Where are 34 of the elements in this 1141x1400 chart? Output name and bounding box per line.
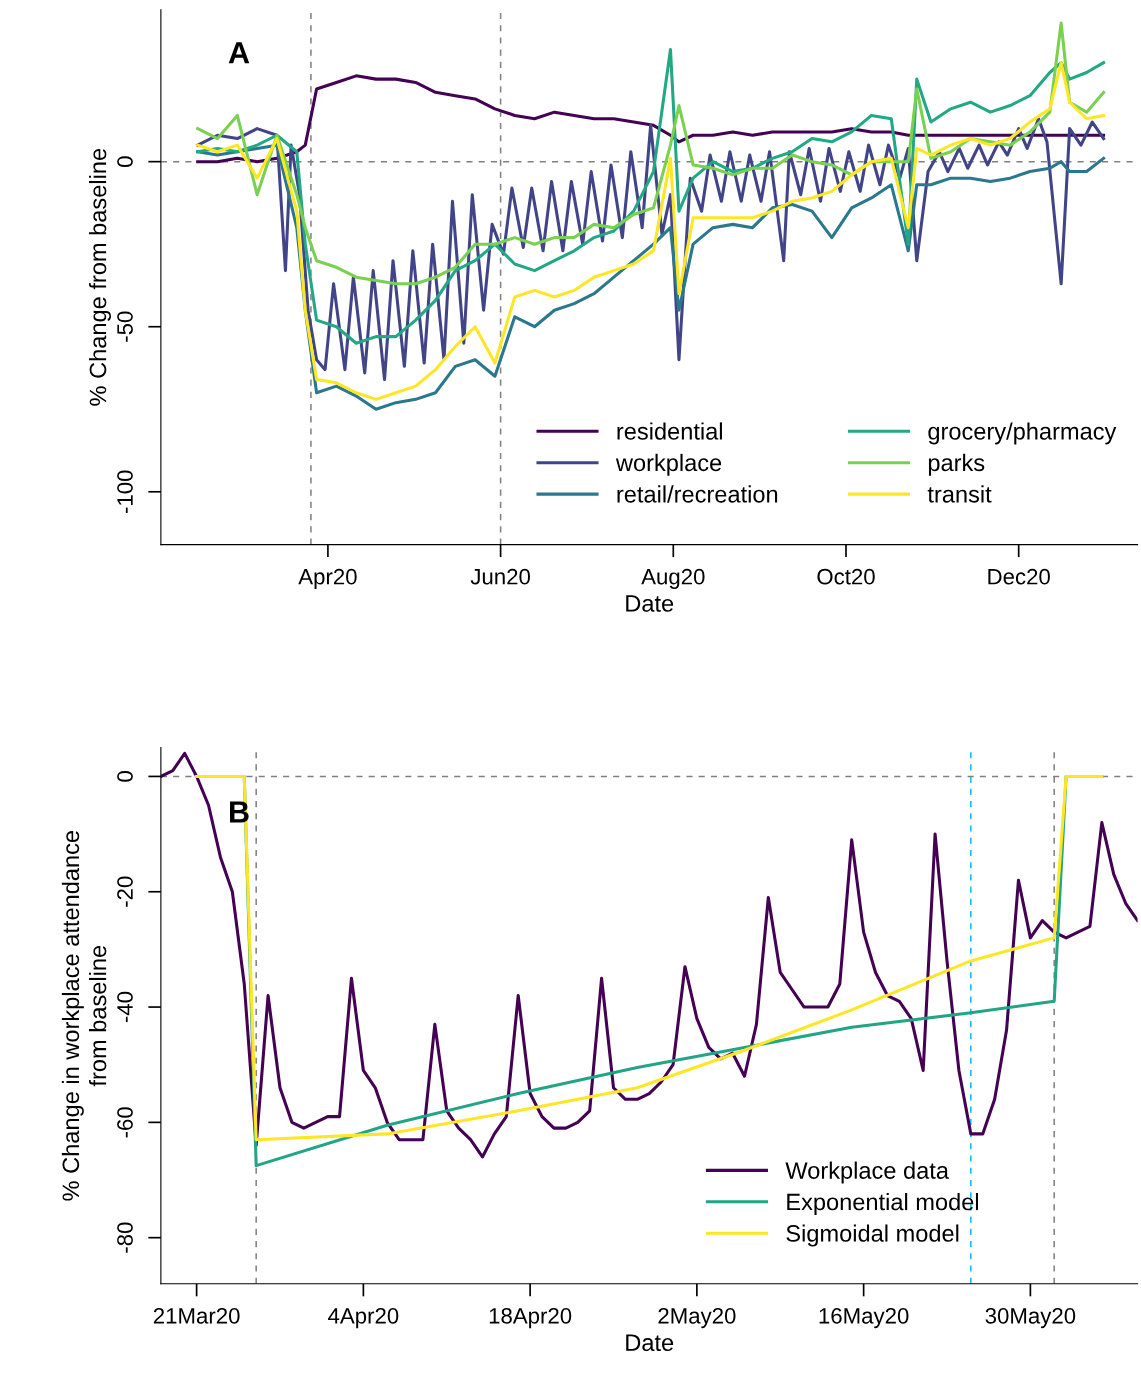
x-tick-label: Apr20 — [298, 568, 357, 589]
annotation: A — [228, 42, 250, 64]
x-tick-label: 18Apr20 — [489, 1308, 572, 1329]
legend-label: grocery/pharmacy — [928, 422, 1117, 445]
x-tick-label: Oct20 — [817, 568, 875, 585]
x-tick-label: 16May20 — [819, 1308, 909, 1329]
y-tick-label: -60 — [117, 1107, 133, 1138]
legend-label: parks — [928, 453, 985, 476]
line-series — [196, 21, 1106, 286]
y-tick-label: -20 — [117, 876, 133, 907]
legend-label: transit — [927, 485, 992, 503]
x-tick-label: Dec20 — [988, 568, 1050, 585]
x-axis-title: Date — [626, 595, 674, 612]
x-tick-label: 21Mar20 — [153, 1308, 240, 1324]
y-tick-label: -80 — [117, 1222, 133, 1253]
legend-label: Workplace data — [785, 1161, 949, 1184]
y-tick-label: 0 — [117, 771, 133, 782]
y-tick-label: -50 — [117, 311, 133, 342]
x-tick-label: 2May20 — [658, 1308, 736, 1329]
y-axis-title: % Change in workplace attendance from baseline — [61, 831, 107, 1201]
x-tick-label: 30May20 — [985, 1308, 1076, 1329]
y-tick-label: 0 — [117, 156, 133, 167]
y-axis-title: % Change from baseline — [88, 148, 111, 406]
legend-label: Exponential model — [787, 1193, 979, 1216]
x-tick-label: Aug20 — [641, 568, 705, 589]
y-tick-label: -100 — [117, 470, 133, 514]
legend-label: residential — [617, 422, 722, 440]
legend-label: Sigmoidal model — [786, 1224, 959, 1247]
legend-label: workplace — [615, 453, 722, 476]
x-tick-label: 4Apr20 — [328, 1308, 399, 1329]
x-tick-label: Jun20 — [470, 568, 531, 585]
x-axis-title: Date — [626, 1334, 674, 1352]
legend-label: retail/recreation — [617, 485, 778, 503]
y-tick-label: -40 — [117, 991, 133, 1023]
